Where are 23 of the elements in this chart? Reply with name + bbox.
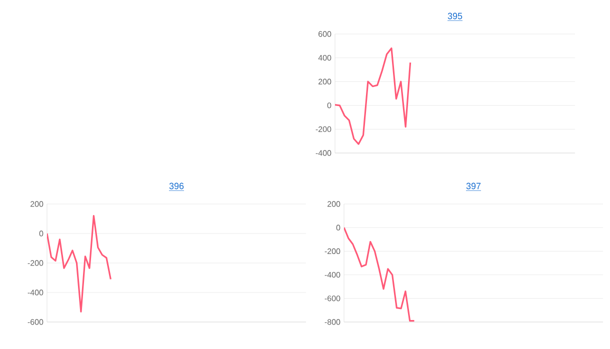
y-tick-label: -400	[28, 290, 44, 296]
line-series	[335, 47, 412, 145]
y-tick-label: -200	[316, 126, 332, 132]
y-tick-label: 200	[318, 78, 332, 84]
line-series	[47, 215, 112, 312]
y-tick-label: -600	[324, 296, 340, 302]
line-series	[344, 226, 416, 322]
y-tick-label: -200	[28, 260, 44, 266]
chart-title: 397	[466, 182, 481, 190]
y-tick-label: 0	[39, 230, 44, 236]
y-tick-label: -400	[316, 150, 332, 156]
y-tick-label: 600	[318, 31, 332, 37]
y-tick-label: -600	[28, 319, 44, 325]
y-tick-label: 400	[318, 54, 332, 61]
y-tick-label: -400	[324, 272, 340, 278]
y-tick-label: 200	[328, 201, 340, 207]
y-tick-label: 0	[327, 102, 332, 108]
chart-title: 396	[169, 182, 184, 190]
y-tick-label: 200	[30, 201, 44, 207]
chart-title: 395	[448, 12, 462, 20]
y-tick-label: -800	[324, 319, 340, 325]
y-tick-label: 0	[336, 224, 340, 230]
y-tick-label: -200	[324, 248, 340, 254]
